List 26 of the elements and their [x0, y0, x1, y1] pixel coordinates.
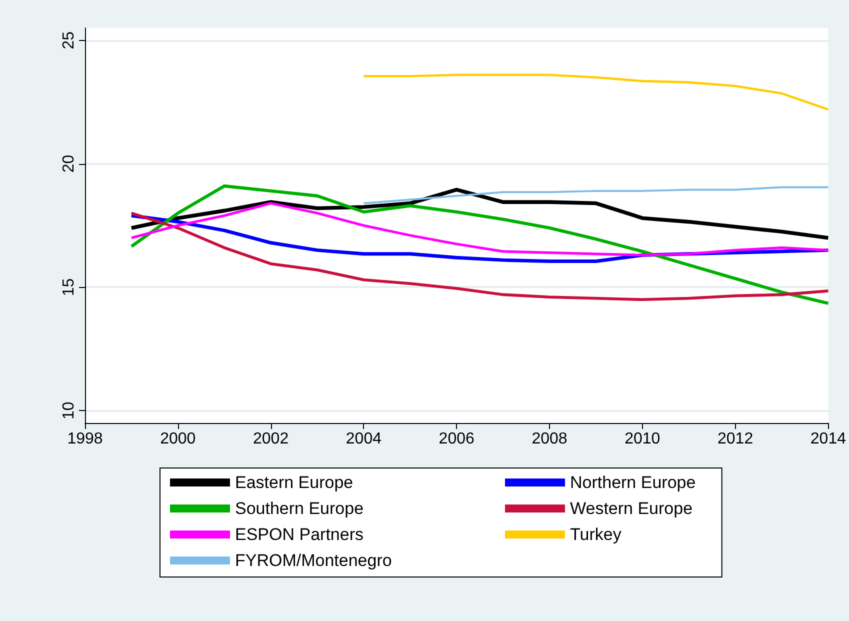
legend-label: FYROM/Montenegro	[235, 551, 392, 570]
x-tick-label: 2000	[160, 430, 196, 448]
x-tick-label: 1998	[67, 430, 103, 448]
x-tick-label: 2008	[532, 430, 568, 448]
line-series	[130, 188, 830, 240]
x-tick-label: 2014	[810, 430, 846, 448]
legend-label: Eastern Europe	[235, 473, 354, 492]
x-tick-label: 2012	[718, 430, 754, 448]
x-tick-label: 2002	[253, 430, 289, 448]
x-tick-label: 2010	[624, 430, 660, 448]
y-tick-label: 15	[60, 278, 78, 296]
x-tick-label: 2006	[438, 430, 474, 448]
line-series	[130, 202, 830, 256]
legend-label: Southern Europe	[235, 499, 364, 518]
x-tick-label: 2004	[346, 430, 382, 448]
line-series	[362, 74, 830, 111]
legend-label: ESPON Partners	[235, 525, 364, 544]
line-series	[362, 186, 830, 204]
y-tick-label: 20	[60, 154, 78, 173]
line-series	[130, 212, 830, 302]
y-tick-label: 10	[60, 402, 78, 420]
legend-label: Western Europe	[570, 499, 693, 518]
line-series	[130, 184, 830, 305]
legend-label: Turkey	[570, 525, 622, 544]
legend-label: Northern Europe	[570, 473, 696, 492]
y-tick-label: 25	[60, 31, 78, 50]
